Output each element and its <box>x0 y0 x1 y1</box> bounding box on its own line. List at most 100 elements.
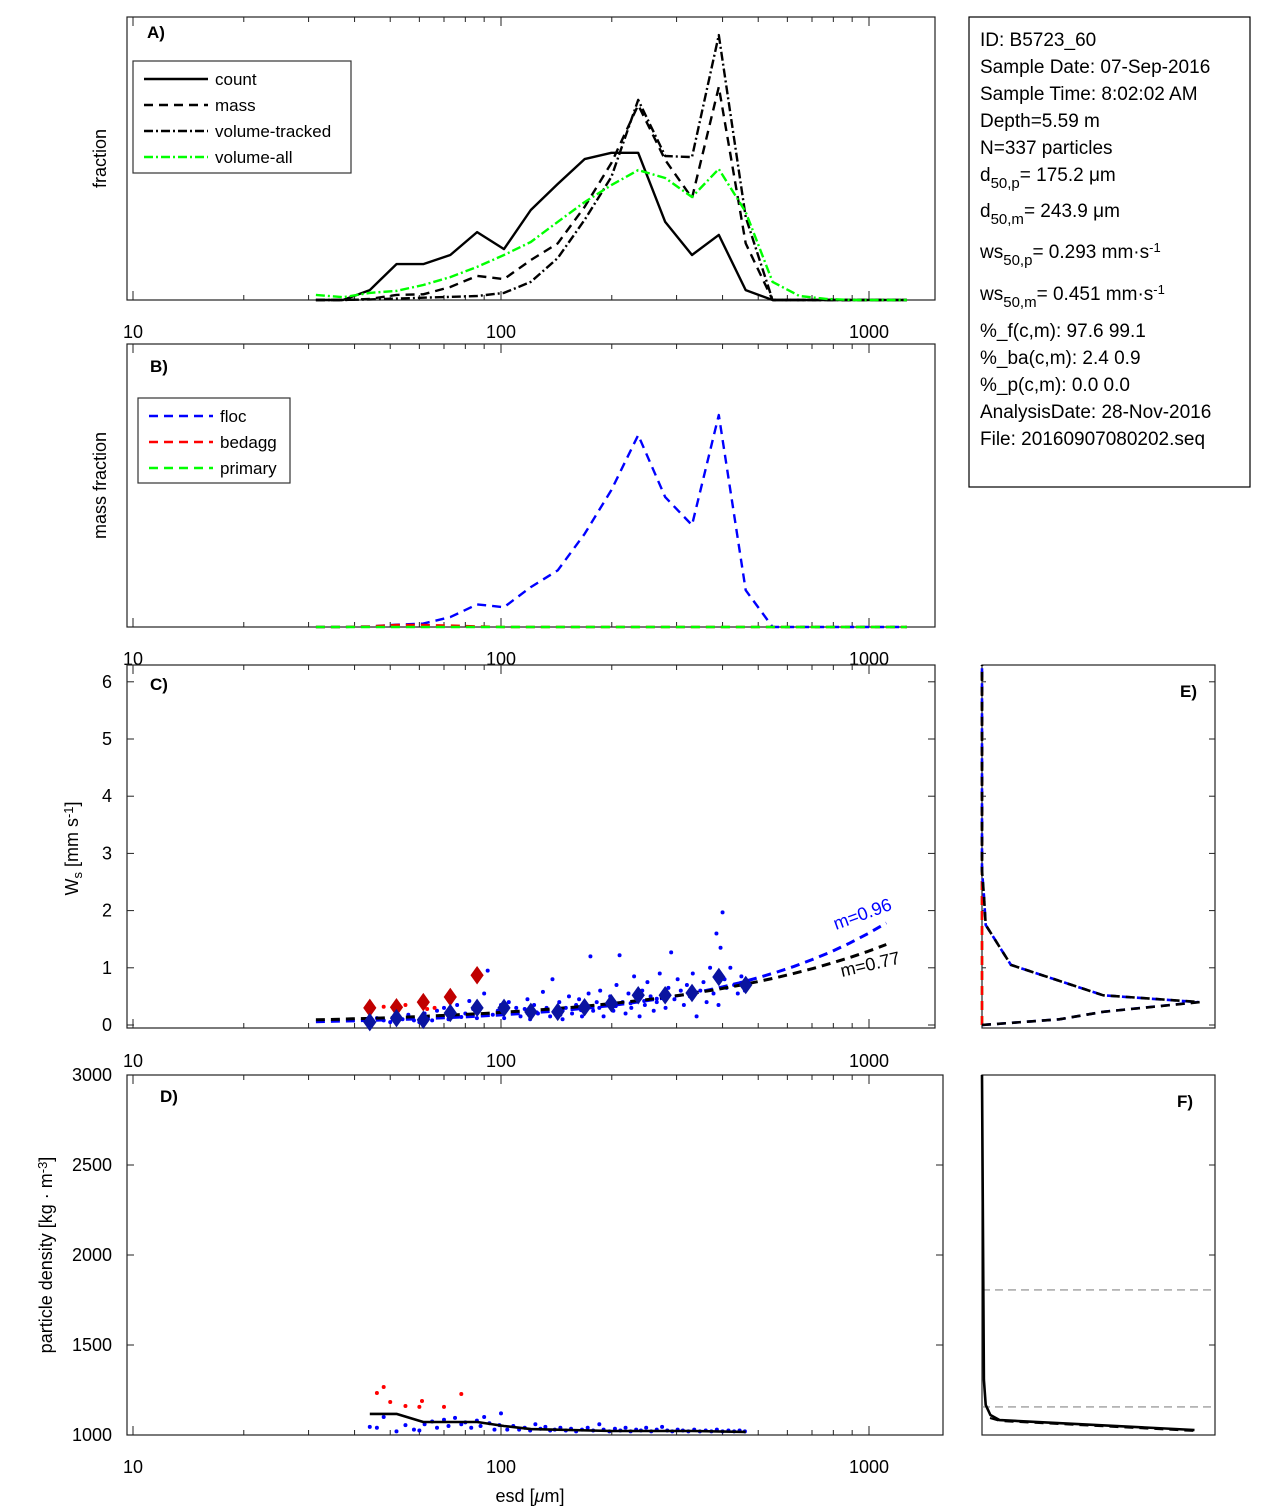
info-line-part: ws <box>979 284 1003 305</box>
floc-mean-diamond <box>577 998 592 1017</box>
y-axis-label-part: ] <box>36 1157 56 1162</box>
floc-point <box>367 1424 372 1429</box>
floc-point <box>417 1428 422 1433</box>
series-line-floc <box>980 665 1200 1027</box>
info-line: N=337 particles <box>980 138 1113 159</box>
info-line-part: Sample Time: 8:02:02 AM <box>980 84 1198 105</box>
floc-point <box>672 997 677 1002</box>
floc-point <box>626 991 631 996</box>
info-line-part: d <box>980 165 991 186</box>
info-line-part: %_p(c,m): 0.0 0.0 <box>980 375 1130 396</box>
series-line-all <box>980 665 1202 1027</box>
floc-point <box>525 997 530 1002</box>
info-line-part: N=337 particles <box>980 138 1113 159</box>
floc-point <box>434 1008 439 1013</box>
info-line: d50,p= 175.2 μm <box>980 165 1116 192</box>
floc-point <box>434 1425 439 1430</box>
x-axis-label-part: m] <box>544 1486 564 1506</box>
panel-label-a: A) <box>147 23 165 42</box>
floc-point <box>720 910 725 915</box>
y-tick-label: 3000 <box>72 1065 112 1085</box>
floc-point <box>577 997 582 1002</box>
info-line-part: ID: B5723_60 <box>980 30 1096 51</box>
info-line: %_f(c,m): 97.6 99.1 <box>980 321 1146 342</box>
bedagg-point <box>432 1005 437 1010</box>
floc-mean-diamond <box>416 1010 430 1030</box>
floc-point <box>543 1424 548 1429</box>
x-tick-label: 10 <box>123 322 143 342</box>
floc-mean-diamond <box>551 1002 565 1022</box>
mean-density-line <box>369 1412 746 1434</box>
y-axis-label: fraction <box>90 129 110 188</box>
x-tick-label: 10 <box>123 1457 143 1477</box>
legend-label-floc: floc <box>220 407 247 426</box>
panel-a-frame <box>126 16 936 301</box>
info-line: ID: B5723_60 <box>980 30 1096 51</box>
floc-point <box>394 1429 399 1434</box>
info-line: %_p(c,m): 0.0 0.0 <box>980 375 1130 396</box>
floc-point <box>623 1425 628 1430</box>
floc-mean-diamond <box>631 985 645 1005</box>
x-axis-label-part: esd [ <box>496 1486 535 1506</box>
bedagg-point <box>459 1391 464 1396</box>
floc-point <box>651 1008 656 1013</box>
floc-point <box>681 1002 686 1007</box>
legend-box <box>137 397 291 484</box>
x-tick-label: 10 <box>123 649 143 669</box>
floc-point <box>381 1415 386 1419</box>
info-line-part: d <box>980 201 991 222</box>
info-line-part: 50,m <box>1003 294 1036 311</box>
info-line-part: 50,p <box>991 175 1020 192</box>
bedagg-point <box>381 1004 386 1009</box>
floc-point <box>654 1000 659 1005</box>
info-line: File: 20160907080202.seq <box>980 429 1205 450</box>
info-box: ID: B5723_60 Sample Date: 07-Sep-2016 Samp… <box>968 16 1251 488</box>
info-line: ws50,p= 0.293 mm·s-1 <box>979 240 1161 269</box>
info-line-part: 50,p <box>1003 252 1032 269</box>
fit-line-1 <box>315 943 887 1022</box>
floc-point <box>499 1411 503 1416</box>
y-tick-label: 1000 <box>72 1425 112 1445</box>
floc-point <box>482 991 487 996</box>
y-axis-label: Ws [mm s-1] <box>61 801 85 895</box>
floc-point <box>485 968 490 973</box>
floc-mean-diamond <box>363 1012 377 1032</box>
x-tick-label: 1000 <box>849 1457 889 1477</box>
legend-label-volume-all: volume-all <box>215 148 292 167</box>
floc-mean-diamond <box>524 1002 538 1022</box>
y-axis-label-part: particle density [kg · m <box>36 1173 56 1353</box>
y-tick-label: 5 <box>102 729 112 749</box>
bedagg-point <box>441 1404 446 1409</box>
y-axis-label-part: s <box>70 872 85 879</box>
y-tick-label: 3 <box>102 843 112 863</box>
floc-point <box>645 980 650 985</box>
floc-point <box>678 988 683 993</box>
series-line-density <box>980 1074 1195 1432</box>
floc-mean-diamond <box>389 1008 404 1028</box>
floc-mean-diamond <box>497 998 511 1018</box>
floc-point <box>446 1424 451 1428</box>
floc-point <box>708 965 713 970</box>
floc-point <box>739 974 744 979</box>
floc-mean-diamond <box>604 994 618 1013</box>
floc-point <box>716 1002 721 1007</box>
legend-label-count: count <box>215 70 257 89</box>
panel-f-frame <box>981 1074 1216 1436</box>
floc-point <box>586 991 591 996</box>
y-axis-label-part: [mm s <box>62 818 82 872</box>
floc-point <box>566 994 571 999</box>
floc-point <box>579 1014 584 1019</box>
floc-point <box>502 1016 507 1021</box>
fit-label-floc: m=0.96 <box>831 894 895 934</box>
floc-point <box>588 954 593 959</box>
floc-point <box>518 1014 523 1019</box>
floc-point <box>514 1005 519 1010</box>
info-line: d50,m= 243.9 μm <box>980 201 1120 228</box>
bedagg-point <box>417 1404 422 1409</box>
floc-point <box>453 1415 458 1420</box>
panel-d-frame <box>126 1074 944 1436</box>
x-tick-label: 100 <box>486 1457 516 1477</box>
floc-point <box>459 1014 464 1019</box>
info-line: ws50,m= 0.451 mm·s-1 <box>979 282 1165 311</box>
